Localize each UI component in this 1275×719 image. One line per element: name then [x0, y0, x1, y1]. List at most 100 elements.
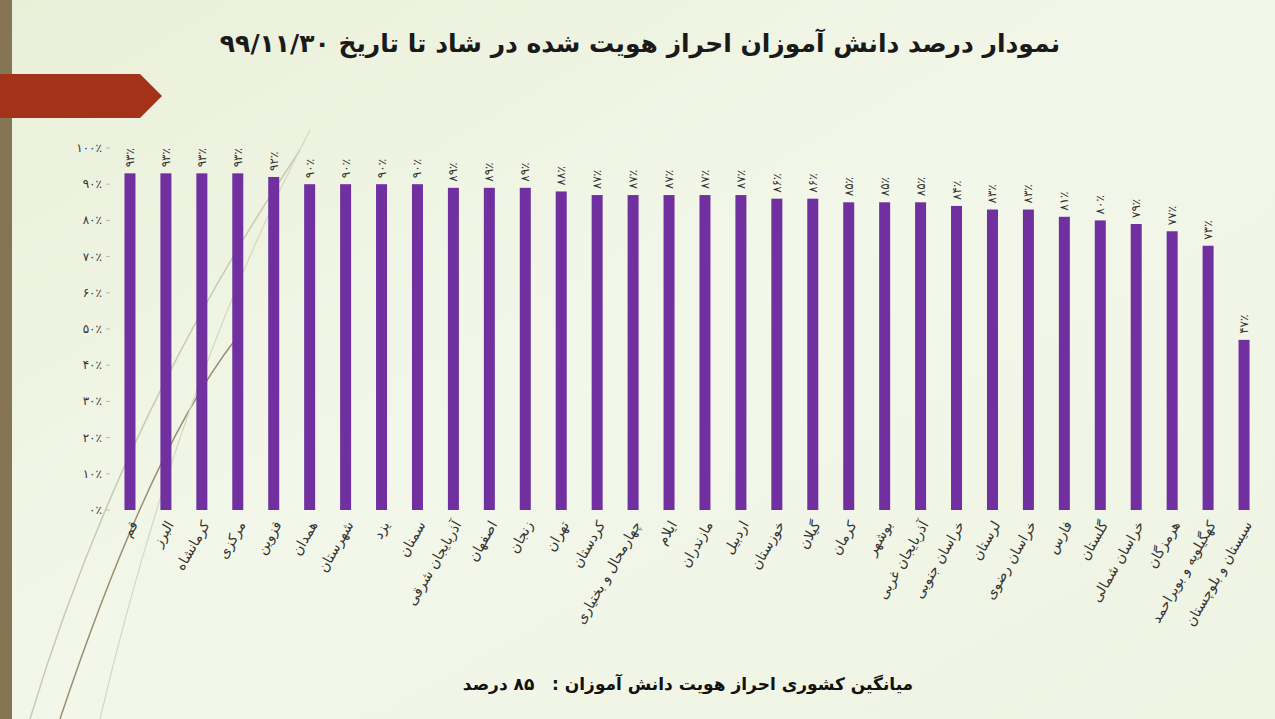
data-label: ۸۷٪	[734, 170, 748, 189]
category-label: قم	[119, 518, 142, 540]
tick-mark	[106, 510, 110, 511]
tick-mark	[106, 437, 110, 438]
category-label: هرمزگان	[1143, 518, 1183, 571]
category-label: زنجان	[505, 518, 537, 556]
category-label: کرمانشاه	[172, 518, 214, 574]
category-label: کردستان	[569, 518, 609, 571]
data-label: ۸۴٪	[950, 181, 964, 200]
bar	[484, 188, 495, 510]
bars	[124, 173, 1249, 510]
bar	[735, 195, 746, 510]
tick-label: ۲۰٪	[83, 431, 102, 445]
tick-mark	[106, 184, 110, 185]
bar	[196, 173, 207, 510]
tick-label: ۵۰٪	[83, 322, 102, 336]
tick-mark	[106, 292, 110, 293]
bar	[340, 184, 351, 510]
tick-mark	[106, 473, 110, 474]
bar	[232, 173, 243, 510]
data-label: ۸۰٪	[1093, 195, 1107, 214]
data-label: ۹۰٪	[303, 159, 317, 178]
tick-mark	[106, 148, 110, 149]
data-label: ۹۳٪	[231, 148, 245, 167]
data-label: ۸۹٪	[482, 162, 496, 181]
data-label: ۹۰٪	[410, 159, 424, 178]
tick-label: ۹۰٪	[83, 177, 102, 191]
tick-mark	[106, 329, 110, 330]
category-label: خراسان رضوی	[982, 518, 1041, 603]
category-label: مازندران	[677, 518, 717, 570]
category-label: لرستان	[968, 518, 1004, 563]
tick-label: ۶۰٪	[83, 286, 102, 300]
data-label: ۸۵٪	[878, 177, 892, 196]
category-label: یزد	[370, 518, 394, 542]
bar	[1059, 217, 1070, 510]
data-label: ۸۶٪	[770, 173, 784, 192]
data-label: ۸۷٪	[662, 170, 676, 189]
tick-label: ۱۰٪	[83, 467, 102, 481]
bar	[376, 184, 387, 510]
data-label: ۷۷٪	[1165, 206, 1179, 225]
data-label: ۹۳٪	[195, 148, 209, 167]
tick-label: ۷۰٪	[83, 250, 102, 264]
data-label: ۷۹٪	[1129, 199, 1143, 218]
data-label: ۸۳٪	[985, 184, 999, 203]
category-label: گیلان	[795, 518, 824, 552]
bar	[1203, 246, 1214, 510]
bar	[1167, 231, 1178, 510]
y-axis: ۰٪۱۰٪۲۰٪۳۰٪۴۰٪۵۰٪۶۰٪۷۰٪۸۰٪۹۰٪۱۰۰٪	[76, 141, 110, 517]
bar	[412, 184, 423, 510]
category-label: قزوین	[253, 518, 286, 557]
data-label: ۹۰٪	[375, 159, 389, 178]
category-label: تهران	[542, 518, 573, 555]
category-label: شهرستان	[314, 518, 357, 575]
decor-curve	[100, 130, 310, 719]
category-label: ایلام	[654, 518, 680, 547]
data-labels: ۹۳٪۹۳٪۹۳٪۹۳٪۹۲٪۹۰٪۹۰٪۹۰٪۹۰٪۸۹٪۸۹٪۸۹٪۸۸٪۸…	[123, 148, 1251, 334]
data-label: ۹۳٪	[123, 148, 137, 167]
data-label: ۸۶٪	[806, 173, 820, 192]
category-label: خراسان جنوبی	[910, 518, 968, 602]
category-label: اصفهان	[464, 518, 501, 564]
bar	[268, 177, 279, 510]
bar	[1095, 220, 1106, 510]
tick-mark	[106, 220, 110, 221]
tick-mark	[106, 365, 110, 366]
data-label: ۸۹٪	[518, 162, 532, 181]
category-label: مرکزی	[215, 518, 250, 562]
data-label: ۸۸٪	[554, 166, 568, 185]
data-label: ۷۳٪	[1201, 220, 1215, 239]
data-label: ۸۷٪	[698, 170, 712, 189]
data-label: ۸۵٪	[842, 177, 856, 196]
tick-mark	[106, 256, 110, 257]
bar	[699, 195, 710, 510]
category-label: کرمان	[828, 518, 861, 558]
bar	[1131, 224, 1142, 510]
tick-mark	[106, 401, 110, 402]
bar	[448, 188, 459, 510]
bar	[1239, 340, 1250, 510]
data-label: ۹۰٪	[339, 159, 353, 178]
category-label: آذربایجان شرقی	[403, 517, 466, 609]
category-label: خوزستان	[747, 518, 788, 573]
tick-label: ۰٪	[89, 503, 102, 517]
category-label: گلستان	[1076, 518, 1111, 563]
data-label: ۸۷٪	[626, 170, 640, 189]
bar	[664, 195, 675, 510]
tick-label: ۸۰٪	[83, 213, 102, 227]
annotation: میانگین کشوری احراز هویت دانش آموزان : ۸…	[463, 673, 913, 695]
category-label: سمنان	[395, 518, 428, 559]
bar	[1023, 210, 1034, 510]
bar	[807, 199, 818, 510]
tick-label: ۱۰۰٪	[76, 141, 102, 155]
data-label: ۸۳٪	[1021, 184, 1035, 203]
category-label: فارس	[1044, 518, 1076, 557]
category-label: بوشهر	[863, 518, 897, 559]
data-label: ۸۹٪	[446, 162, 460, 181]
decor-arrow	[0, 74, 162, 118]
background	[0, 0, 1275, 719]
bar	[771, 199, 782, 510]
data-label: ۹۲٪	[267, 152, 281, 171]
category-label: سیستان و بلوچستان	[1182, 518, 1256, 629]
data-label: ۸۱٪	[1057, 191, 1071, 210]
